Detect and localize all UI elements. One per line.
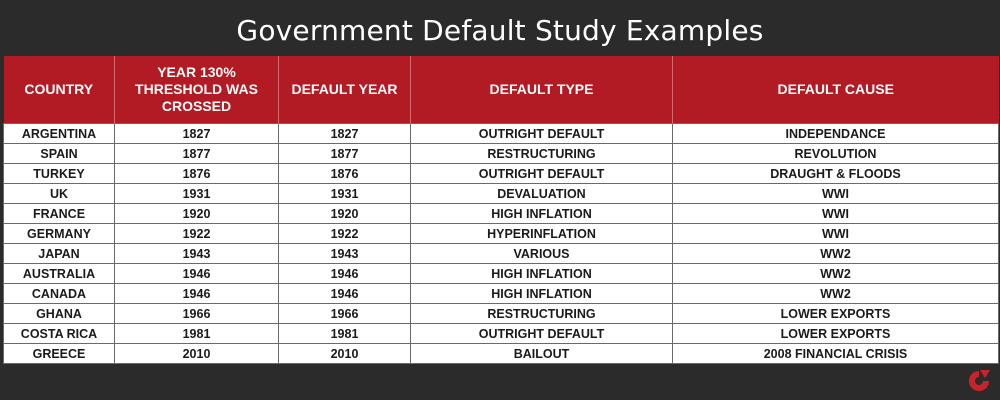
cell-default-year: 1877 — [278, 143, 411, 164]
cell-threshold-year: 1931 — [114, 183, 279, 204]
cell-threshold-year: 1877 — [114, 143, 279, 164]
cell-country: GERMANY — [3, 223, 115, 244]
cell-default-type: RESTRUCTURING — [410, 143, 673, 164]
cell-default-cause: 2008 FINANCIAL CRISIS — [672, 343, 999, 364]
cell-default-year: 1981 — [278, 323, 411, 344]
cell-default-cause: DRAUGHT & FLOODS — [672, 163, 999, 184]
cell-country: FRANCE — [3, 203, 115, 224]
cell-threshold-year: 1946 — [114, 263, 279, 284]
cell-default-type: HIGH INFLATION — [410, 283, 673, 304]
cell-country: AUSTRALIA — [3, 263, 115, 284]
cell-threshold-year: 1981 — [114, 323, 279, 344]
column-header-default-type: DEFAULT TYPE — [410, 56, 673, 124]
brand-logo-icon — [969, 370, 990, 391]
cell-default-year: 1876 — [278, 163, 411, 184]
cell-default-type: RESTRUCTURING — [410, 303, 673, 324]
cell-default-type: OUTRIGHT DEFAULT — [410, 123, 673, 144]
cell-threshold-year: 1922 — [114, 223, 279, 244]
cell-default-type: HIGH INFLATION — [410, 203, 673, 224]
cell-default-type: OUTRIGHT DEFAULT — [410, 163, 673, 184]
cell-threshold-year: 1876 — [114, 163, 279, 184]
cell-default-year: 1920 — [278, 203, 411, 224]
cell-default-cause: INDEPENDANCE — [672, 123, 999, 144]
table-row: GERMANY 1922 1922 HYPERINFLATION WWI — [3, 223, 999, 244]
cell-default-type: HIGH INFLATION — [410, 263, 673, 284]
cell-default-year: 1966 — [278, 303, 411, 324]
cell-default-year: 1827 — [278, 123, 411, 144]
cell-default-year: 1946 — [278, 263, 411, 284]
table-row: AUSTRALIA 1946 1946 HIGH INFLATION WW2 — [3, 263, 999, 284]
table-row: SPAIN 1877 1877 RESTRUCTURING REVOLUTION — [3, 143, 999, 164]
cell-default-cause: WWI — [672, 183, 999, 204]
cell-default-type: HYPERINFLATION — [410, 223, 673, 244]
cell-default-cause: REVOLUTION — [672, 143, 999, 164]
cell-default-cause: WWI — [672, 223, 999, 244]
cell-default-type: VARIOUS — [410, 243, 673, 264]
table-row: UK 1931 1931 DEVALUATION WWI — [3, 183, 999, 204]
cell-default-cause: WW2 — [672, 283, 999, 304]
column-header-default-year: DEFAULT YEAR — [278, 56, 411, 124]
cell-default-type: BAILOUT — [410, 343, 673, 364]
column-header-default-cause: DEFAULT CAUSE — [672, 56, 999, 124]
cell-country: GREECE — [3, 343, 115, 364]
cell-threshold-year: 1943 — [114, 243, 279, 264]
table-row: JAPAN 1943 1943 VARIOUS WW2 — [3, 243, 999, 264]
table-row: TURKEY 1876 1876 OUTRIGHT DEFAULT DRAUGHT & … — [3, 163, 999, 184]
cell-threshold-year: 1827 — [114, 123, 279, 144]
cell-default-year: 1943 — [278, 243, 411, 264]
cell-default-cause: WW2 — [672, 243, 999, 264]
default-study-table: COUNTRY YEAR 130% THRESHOLD WAS CROSSED … — [3, 56, 999, 364]
table-body: ARGENTINA 1827 1827 OUTRIGHT DEFAULT INDEPEN… — [3, 123, 999, 364]
table-row: COSTA RICA 1981 1981 OUTRIGHT DEFAULT LOWER … — [3, 323, 999, 344]
cell-country: TURKEY — [3, 163, 115, 184]
cell-default-year: 1931 — [278, 183, 411, 204]
cell-country: ARGENTINA — [3, 123, 115, 144]
table-row: FRANCE 1920 1920 HIGH INFLATION WWI — [3, 203, 999, 224]
cell-threshold-year: 1920 — [114, 203, 279, 224]
cell-default-cause: LOWER EXPORTS — [672, 323, 999, 344]
cell-country: GHANA — [3, 303, 115, 324]
table-row: GREECE 2010 2010 BAILOUT 2008 FINANCIAL CRIS… — [3, 343, 999, 364]
cell-country: SPAIN — [3, 143, 115, 164]
cell-default-year: 1946 — [278, 283, 411, 304]
cell-default-type: OUTRIGHT DEFAULT — [410, 323, 673, 344]
cell-country: JAPAN — [3, 243, 115, 264]
cell-country: CANADA — [3, 283, 115, 304]
cell-default-year: 2010 — [278, 343, 411, 364]
table-row: CANADA 1946 1946 HIGH INFLATION WW2 — [3, 283, 999, 304]
table-header-row: COUNTRY YEAR 130% THRESHOLD WAS CROSSED … — [3, 56, 999, 124]
cell-default-type: DEVALUATION — [410, 183, 673, 204]
cell-country: UK — [3, 183, 115, 204]
cell-default-cause: WW2 — [672, 263, 999, 284]
cell-default-year: 1922 — [278, 223, 411, 244]
cell-threshold-year: 1966 — [114, 303, 279, 324]
cell-default-cause: WWI — [672, 203, 999, 224]
cell-country: COSTA RICA — [3, 323, 115, 344]
cell-threshold-year: 2010 — [114, 343, 279, 364]
table-row: ARGENTINA 1827 1827 OUTRIGHT DEFAULT INDEPEN… — [3, 123, 999, 144]
column-header-threshold-year: YEAR 130% THRESHOLD WAS CROSSED — [114, 56, 279, 124]
table-row: GHANA 1966 1966 RESTRUCTURING LOWER EXPORTS — [3, 303, 999, 324]
cell-default-cause: LOWER EXPORTS — [672, 303, 999, 324]
page-title: Government Default Study Examples — [236, 14, 764, 47]
column-header-country: COUNTRY — [3, 56, 115, 124]
cell-threshold-year: 1946 — [114, 283, 279, 304]
